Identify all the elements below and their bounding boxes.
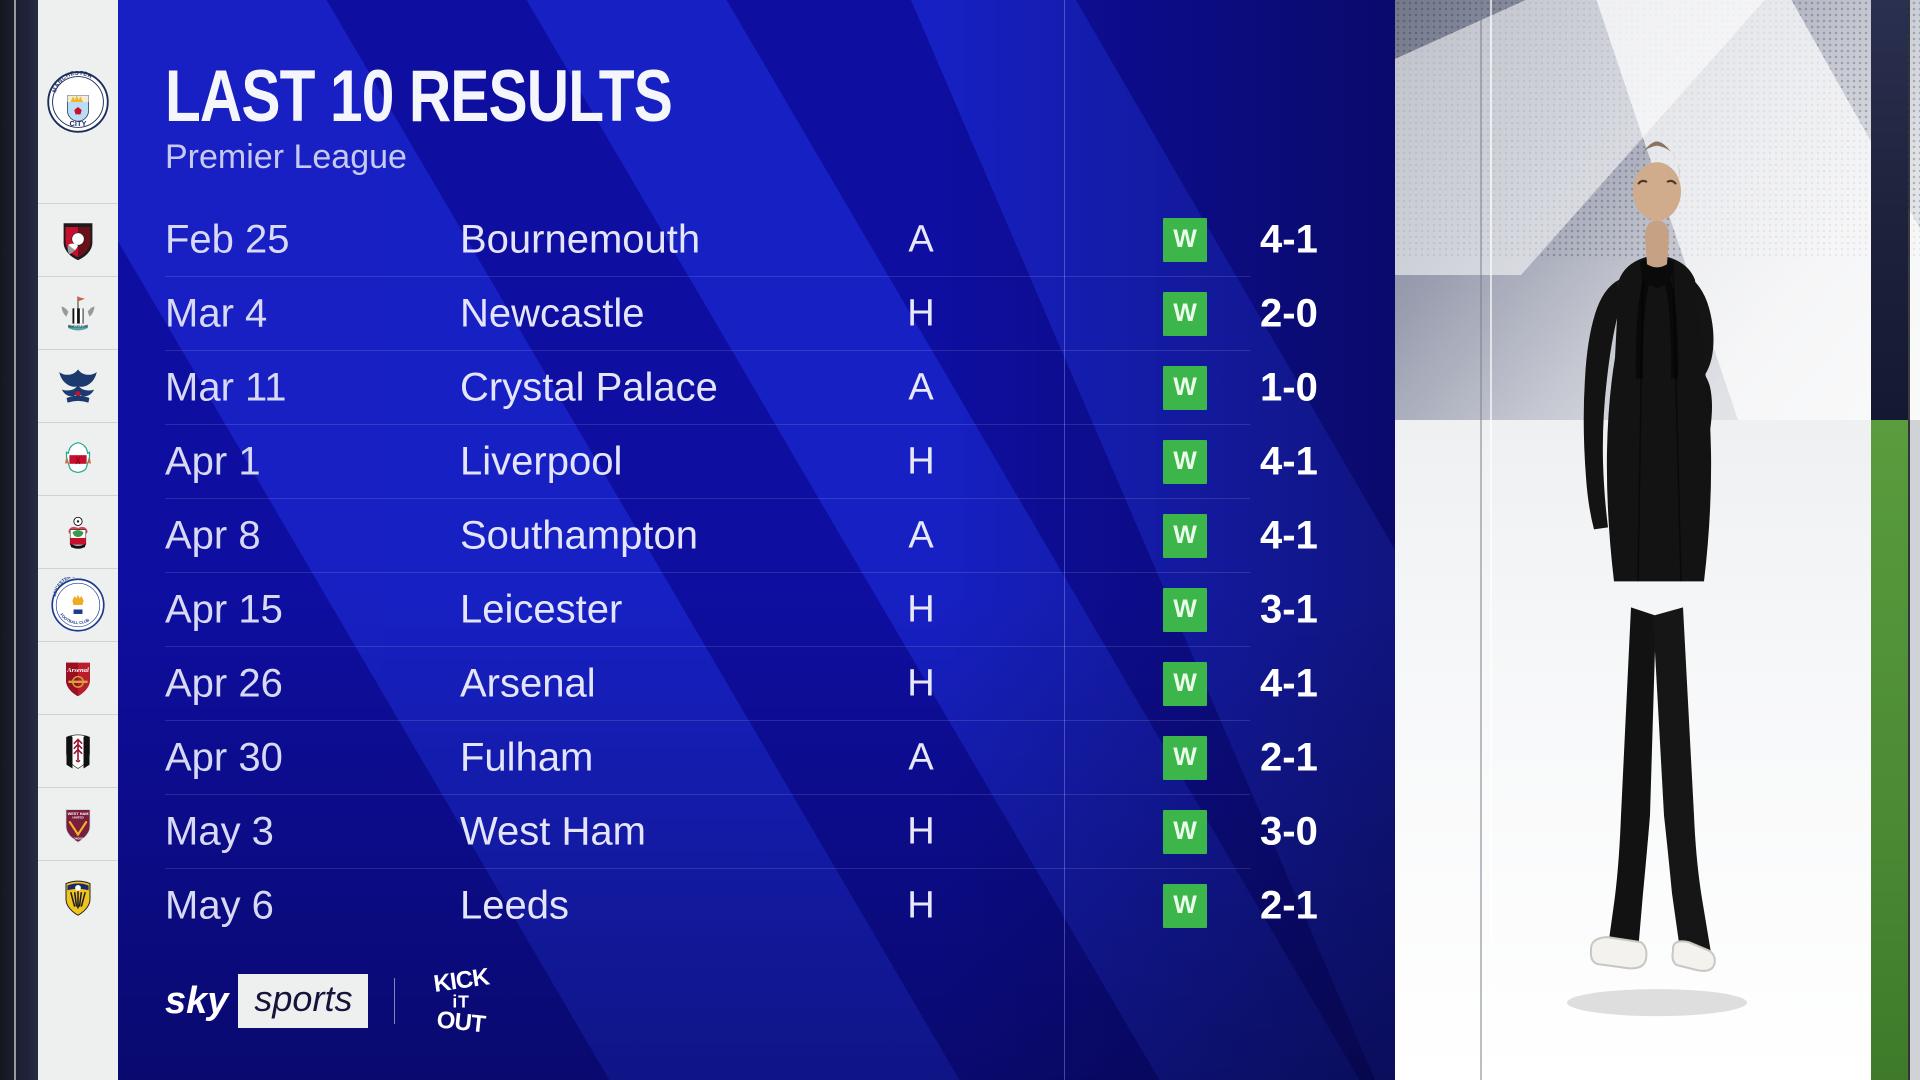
svg-text:UNITED: UNITED [72, 815, 84, 819]
svg-text:LONDON: LONDON [72, 836, 84, 840]
svg-text:OUT: OUT [436, 1006, 488, 1038]
svg-text:Arsenal: Arsenal [66, 667, 89, 674]
